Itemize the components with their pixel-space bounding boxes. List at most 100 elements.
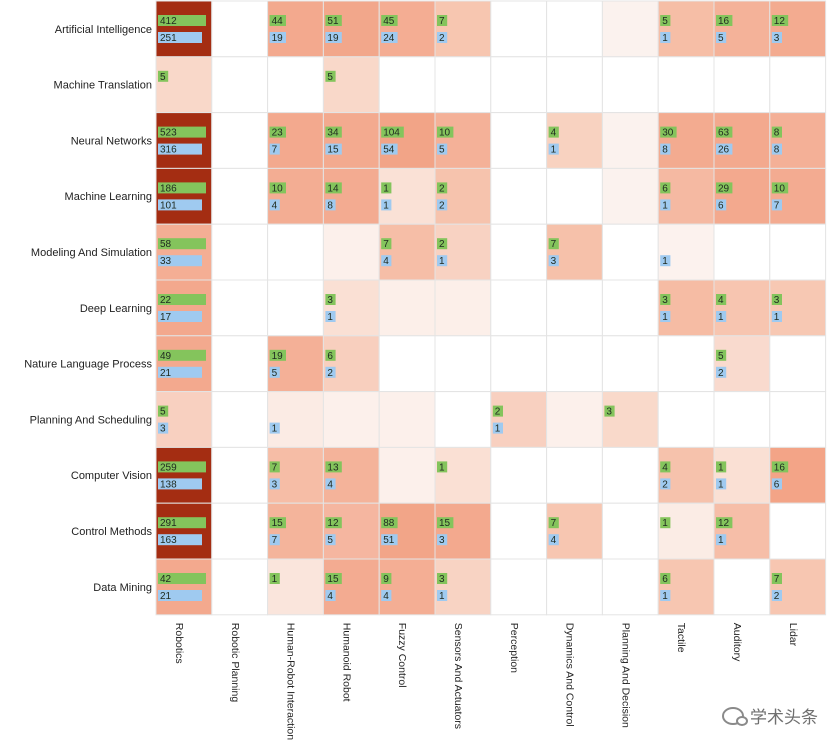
heatmap-cell [769, 335, 827, 393]
heatmap-cell [657, 167, 715, 225]
blue-value-label-box [325, 199, 336, 211]
blue-value-label-text: 54 [383, 145, 395, 156]
blue-value-label: 8 [660, 143, 671, 156]
blue-value-label-text: 33 [160, 256, 172, 267]
blue-value-label: 6 [716, 199, 727, 211]
blue-value-label-box [437, 590, 448, 601]
heatmap-cell [657, 391, 715, 448]
heatmap-cell [490, 558, 548, 616]
blue-value-label: 6 [771, 478, 782, 490]
blue-value-label-box [381, 534, 398, 546]
green-value-label-text: 88 [383, 518, 395, 529]
heatmap-cell [211, 56, 269, 114]
green-value-label: 259 [158, 461, 206, 473]
blue-value-label: 5 [269, 366, 280, 379]
green-value-label-text: 2 [439, 239, 445, 250]
green-value-label-box [381, 182, 392, 194]
green-value-label-text: 4 [718, 295, 724, 306]
green-value-label-box [716, 15, 733, 26]
row-label: Control Methods [71, 526, 152, 538]
green-value-label: 6 [660, 182, 671, 194]
green-value-label: 5 [158, 405, 169, 418]
green-value-label-box [548, 517, 559, 529]
blue-value-label: 19 [269, 32, 286, 44]
blue-value-label-text: 5 [327, 535, 333, 546]
heatmap-cell [601, 446, 659, 504]
blue-value-label-box [158, 255, 202, 267]
heatmap-cell [155, 0, 213, 58]
row-label: Machine Translation [54, 80, 152, 92]
blue-value-label: 3 [158, 422, 169, 435]
green-value-label-box [158, 238, 206, 250]
green-value-label-box [269, 461, 280, 473]
heatmap-cell [267, 0, 324, 58]
heatmap-cell [546, 279, 603, 337]
blue-value-label-box [437, 143, 448, 155]
green-value-label: 5 [660, 15, 671, 27]
heatmap-cell [657, 112, 715, 169]
blue-value-label: 21 [158, 590, 202, 602]
heatmap-cell [434, 279, 492, 337]
blue-value-label-box [660, 590, 671, 601]
green-value-label-text: 30 [662, 128, 674, 139]
green-value-label-text: 7 [551, 518, 557, 529]
green-value-label: 10 [771, 182, 789, 194]
green-value-label-text: 29 [718, 183, 730, 194]
green-value-label: 30 [660, 126, 677, 139]
blue-value-label-box [437, 199, 448, 211]
green-value-label-text: 291 [160, 518, 177, 529]
heatmap-cell [490, 167, 548, 225]
heatmap-cell [546, 0, 603, 58]
heatmap-cell [434, 558, 492, 616]
green-value-label-box [716, 294, 727, 305]
green-value-label: 5 [716, 349, 727, 362]
green-value-label-text: 10 [272, 183, 284, 194]
blue-value-label: 4 [325, 478, 336, 490]
blue-value-label-box [269, 32, 286, 43]
green-value-label-box [716, 349, 727, 361]
row-label: Data Mining [93, 582, 152, 594]
green-value-label-text: 523 [160, 128, 177, 139]
green-value-label: 23 [269, 126, 286, 139]
heatmap-cell [490, 279, 548, 337]
blue-value-label-text: 1 [383, 200, 389, 211]
green-value-label: 104 [381, 126, 404, 139]
green-value-label-text: 8 [774, 128, 780, 139]
green-value-label-box [492, 405, 503, 417]
heatmap-cell [322, 335, 380, 393]
blue-value-label: 1 [437, 590, 448, 602]
heatmap-cell [267, 279, 324, 337]
blue-value-label: 1 [660, 199, 671, 211]
heatmap-cell [155, 223, 213, 281]
heatmap-cell [155, 112, 213, 169]
column-label: Tactile [675, 623, 687, 653]
heatmap-cell [211, 502, 269, 560]
heatmap-cell [546, 558, 603, 616]
blue-value-label: 24 [381, 32, 398, 44]
green-value-label-text: 5 [718, 351, 724, 362]
green-value-label: 8 [771, 126, 782, 139]
blue-value-label-text: 1 [327, 312, 333, 323]
green-value-label: 291 [158, 517, 206, 529]
green-value-label-box [325, 70, 336, 82]
blue-value-label: 54 [381, 143, 398, 156]
blue-value-label-box [716, 311, 727, 322]
green-value-label: 15 [437, 517, 454, 529]
blue-value-label: 33 [158, 255, 202, 267]
green-value-label: 10 [437, 126, 454, 139]
heatmap-cell [769, 446, 827, 504]
blue-value-label: 1 [716, 534, 727, 546]
green-value-label-text: 23 [272, 128, 284, 139]
green-value-label: 3 [604, 405, 615, 418]
blue-value-label: 2 [660, 478, 671, 490]
blue-value-label-box [158, 534, 202, 546]
green-value-label-text: 412 [160, 16, 177, 27]
heatmap-cell [713, 502, 771, 560]
green-value-label: 5 [325, 70, 336, 83]
heatmap-cell [490, 391, 548, 448]
green-value-label: 16 [771, 461, 789, 473]
blue-value-label: 8 [325, 199, 336, 211]
blue-value-label-text: 24 [383, 33, 395, 44]
heatmap-cell [378, 56, 436, 114]
green-value-label-text: 15 [272, 518, 284, 529]
